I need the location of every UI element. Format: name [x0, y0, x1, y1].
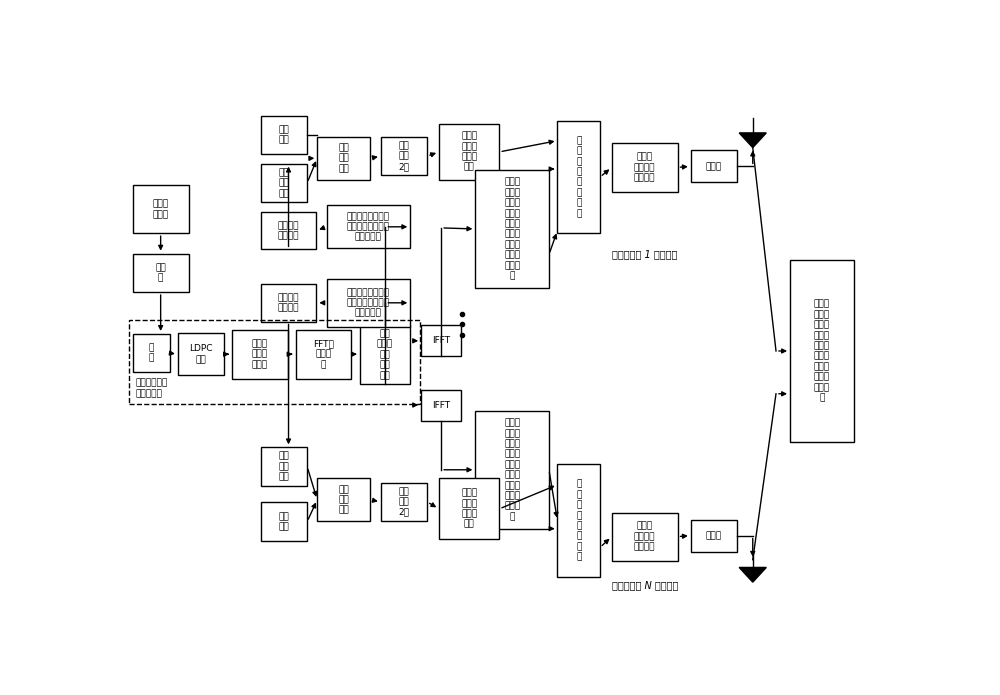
Text: 平方根
升余弦滚
降滤波器: 平方根 升余弦滚 降滤波器: [634, 152, 655, 182]
Text: 空频
调制、
时间
同步
调整: 空频 调制、 时间 同步 调整: [377, 329, 393, 380]
Text: 训练
序列: 训练 序列: [278, 512, 289, 532]
FancyBboxPatch shape: [557, 121, 600, 234]
Text: 业务
指标
序列: 业务 指标 序列: [278, 168, 289, 198]
Text: 连续
重复
2次: 连续 重复 2次: [398, 487, 410, 517]
Text: 将
帧
头
插
入
到
帧
体: 将 帧 头 插 入 到 帧 体: [576, 136, 581, 218]
Text: 单频网的第 N 个发射机: 单频网的第 N 个发射机: [612, 580, 678, 590]
Text: 复数
训练
序列: 复数 训练 序列: [338, 485, 349, 514]
FancyBboxPatch shape: [232, 329, 288, 379]
FancyBboxPatch shape: [612, 143, 678, 192]
Text: 时域重
复训练
序列作
帧头: 时域重 复训练 序列作 帧头: [461, 489, 477, 529]
FancyBboxPatch shape: [381, 482, 427, 521]
FancyBboxPatch shape: [557, 464, 600, 577]
Polygon shape: [739, 133, 766, 147]
FancyBboxPatch shape: [133, 254, 189, 292]
FancyBboxPatch shape: [691, 150, 737, 182]
FancyBboxPatch shape: [317, 137, 370, 180]
FancyBboxPatch shape: [475, 411, 549, 529]
FancyBboxPatch shape: [421, 389, 461, 420]
FancyBboxPatch shape: [326, 206, 410, 248]
FancyBboxPatch shape: [612, 513, 678, 561]
Text: 降峰均
功率比
空频调
制时域
循环前
缀离散
编码数
据样值
块作帧
体: 降峰均 功率比 空频调 制时域 循环前 缀离散 编码数 据样值 块作帧 体: [504, 418, 520, 521]
FancyBboxPatch shape: [178, 334, 224, 375]
Text: 上变频: 上变频: [706, 162, 722, 171]
FancyBboxPatch shape: [360, 325, 410, 384]
Text: 业务
指标
序列: 业务 指标 序列: [278, 452, 289, 482]
Text: 降峰均
功率比
空频调
制时域
循环前
缀离散
编码数
据样值
块作帧
体: 降峰均 功率比 空频调 制时域 循环前 缀离散 编码数 据样值 块作帧 体: [504, 178, 520, 280]
Text: 上变频: 上变频: [706, 531, 722, 540]
Text: 将
帧
头
插
入
到
帧
体: 将 帧 头 插 入 到 帧 体: [576, 480, 581, 562]
FancyBboxPatch shape: [296, 329, 351, 379]
Polygon shape: [739, 567, 766, 582]
Text: 降峰均功率比空频
调制时域离散编码
数据样值块: 降峰均功率比空频 调制时域离散编码 数据样值块: [347, 288, 390, 318]
Text: 时域重
复训练
序列作
帧头: 时域重 复训练 序列作 帧头: [461, 131, 477, 172]
Text: FFT编
码数据
块: FFT编 码数据 块: [313, 339, 334, 369]
FancyBboxPatch shape: [261, 163, 307, 202]
Text: 码元调
制与码
元旋转: 码元调 制与码 元旋转: [252, 339, 268, 369]
FancyBboxPatch shape: [421, 325, 461, 357]
FancyBboxPatch shape: [261, 212, 316, 250]
FancyBboxPatch shape: [790, 260, 854, 442]
Text: 多媒体
数据流: 多媒体 数据流: [153, 199, 169, 219]
Text: 生成模式
信息发送: 生成模式 信息发送: [278, 221, 299, 240]
FancyBboxPatch shape: [133, 185, 189, 234]
FancyBboxPatch shape: [439, 477, 499, 539]
FancyBboxPatch shape: [261, 284, 316, 322]
FancyBboxPatch shape: [381, 137, 427, 175]
Text: 加
扰: 加 扰: [149, 343, 154, 363]
Text: 比特
流: 比特 流: [155, 263, 166, 283]
Text: 降峰均功率比空频
调制时域离散编码
数据样值块: 降峰均功率比空频 调制时域离散编码 数据样值块: [347, 212, 390, 242]
Text: 训练
序列: 训练 序列: [278, 125, 289, 145]
FancyBboxPatch shape: [691, 520, 737, 552]
Text: 平方根
升余弦滚
降滤波器: 平方根 升余弦滚 降滤波器: [634, 522, 655, 552]
Text: 连续
重复
2次: 连续 重复 2次: [398, 141, 410, 171]
Text: IFFT: IFFT: [432, 400, 450, 409]
Text: 接收机
端接收
处理单
频网移
动数字
广播信
号发射
机所发
送的信
号: 接收机 端接收 处理单 频网移 动数字 广播信 号发射 机所发 送的信 号: [814, 300, 830, 402]
Text: 复数
训练
序列: 复数 训练 序列: [338, 143, 349, 173]
FancyBboxPatch shape: [261, 115, 307, 154]
FancyBboxPatch shape: [133, 334, 170, 373]
FancyBboxPatch shape: [326, 279, 410, 327]
Text: 单频网的第 1 个发射机: 单频网的第 1 个发射机: [612, 250, 677, 260]
Text: LDPC
编码: LDPC 编码: [189, 345, 213, 364]
Text: 单频网的网络
数据管理器: 单频网的网络 数据管理器: [135, 379, 167, 398]
FancyBboxPatch shape: [475, 170, 549, 288]
FancyBboxPatch shape: [261, 448, 307, 486]
Text: 生成模式
信息发送: 生成模式 信息发送: [278, 293, 299, 313]
Text: IFFT: IFFT: [432, 336, 450, 345]
FancyBboxPatch shape: [261, 502, 307, 541]
FancyBboxPatch shape: [439, 124, 499, 180]
FancyBboxPatch shape: [317, 478, 370, 521]
